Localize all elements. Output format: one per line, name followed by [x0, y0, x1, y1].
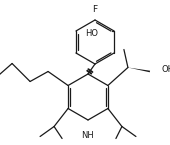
Text: HO: HO: [85, 29, 98, 38]
Polygon shape: [128, 68, 150, 72]
Text: NH: NH: [82, 131, 94, 140]
Text: F: F: [92, 6, 98, 14]
Text: OH: OH: [162, 65, 170, 74]
